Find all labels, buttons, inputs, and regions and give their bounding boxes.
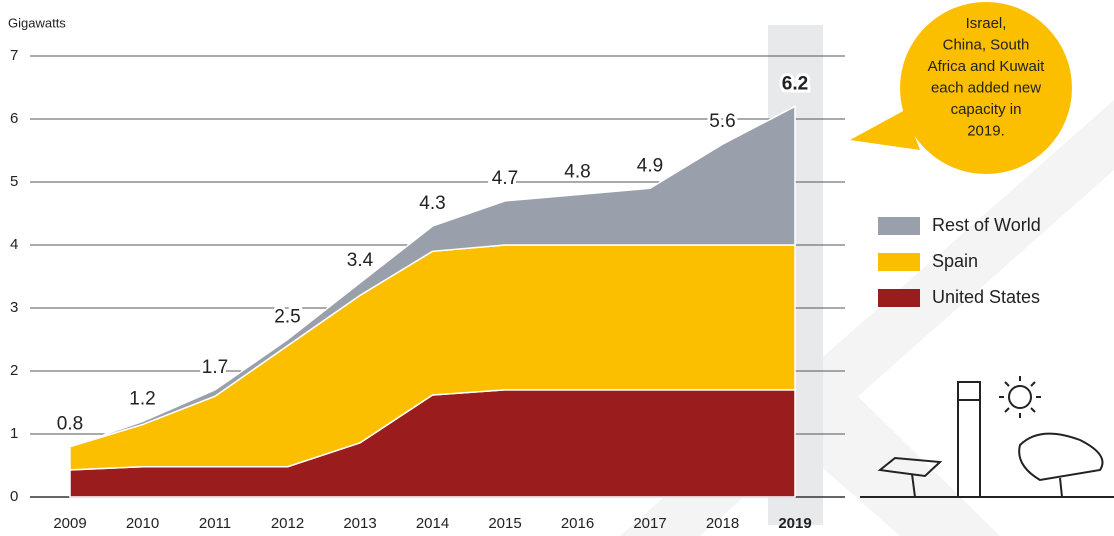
y-tick-label: 0: [10, 488, 18, 505]
total-label: 2.5: [274, 307, 300, 328]
y-tick-label: 1: [10, 425, 18, 442]
x-tick-label: 2013: [343, 515, 376, 532]
y-tick-label: 3: [10, 299, 18, 316]
x-tick-label: 2018: [706, 515, 739, 532]
annotation-text: Africa and Kuwait: [928, 58, 1046, 75]
total-label: 3.4: [347, 250, 374, 271]
annotation-text: 2019.: [967, 122, 1005, 139]
legend-label: Rest of World: [932, 215, 1041, 235]
y-tick-label: 4: [10, 236, 18, 253]
annotation-bubble: [900, 2, 1072, 174]
annotation-text: capacity in: [951, 101, 1022, 118]
total-label: 4.3: [419, 193, 445, 214]
area: [69, 105, 796, 448]
x-tick-label: 2014: [416, 515, 449, 532]
total-label: 4.9: [637, 155, 663, 176]
legend-swatch: [878, 217, 920, 235]
annotation-text: each added new: [931, 79, 1041, 96]
x-tick-label: 2017: [633, 515, 666, 532]
x-tick-label: 2015: [488, 515, 521, 532]
x-tick-label: 2012: [271, 515, 304, 532]
y-tick-label: 6: [10, 110, 18, 127]
illustration: [860, 376, 1114, 498]
legend-label: United States: [932, 287, 1040, 307]
total-label: 5.6: [709, 111, 735, 132]
annotation-text: China, South: [943, 36, 1030, 53]
legend-swatch: [878, 289, 920, 307]
total-label: 1.7: [202, 357, 228, 378]
total-label: 0.8: [57, 414, 83, 435]
x-tick-label: 2010: [126, 515, 159, 532]
annotation-text: Israel,: [966, 15, 1007, 32]
x-tick-label: 2019: [778, 515, 811, 532]
y-tick-label: 5: [10, 173, 18, 190]
annotation-bubble: [850, 110, 920, 150]
x-tick-label: 2016: [561, 515, 594, 532]
x-tick-label: 2011: [199, 515, 231, 532]
y-tick-label: 7: [10, 47, 18, 64]
x-tick-label: 2009: [53, 515, 86, 532]
total-label: 1.2: [129, 388, 155, 409]
total-label: 4.8: [564, 162, 590, 183]
legend-swatch: [878, 253, 920, 271]
total-label: 6.2: [782, 73, 808, 94]
y-tick-label: 2: [10, 362, 18, 379]
legend-label: Spain: [932, 251, 978, 271]
y-axis-label: Gigawatts: [8, 15, 66, 30]
total-label: 4.7: [492, 168, 518, 189]
